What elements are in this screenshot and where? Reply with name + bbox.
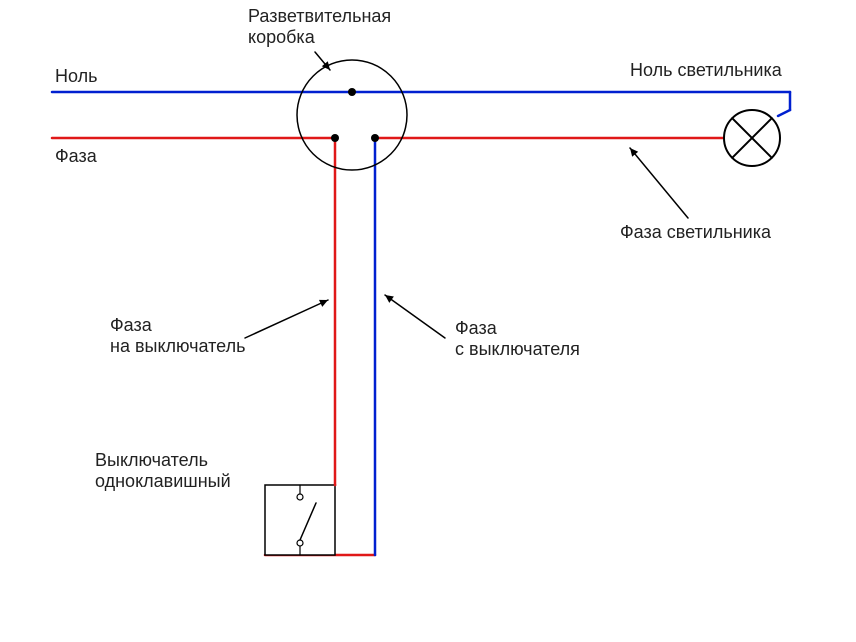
label-phase: Фаза bbox=[55, 146, 97, 167]
arrow-phase-to-switch bbox=[245, 300, 328, 338]
label-neutral: Ноль bbox=[55, 66, 98, 87]
switch-icon bbox=[265, 485, 335, 555]
label-phase-to-switch: Фазана выключатель bbox=[110, 315, 245, 357]
label-phase-lamp: Фаза светильника bbox=[620, 222, 771, 243]
arrow-phase-lamp bbox=[630, 148, 688, 218]
label-neutral-lamp: Ноль светильника bbox=[630, 60, 782, 81]
label-switch: Выключательодноклавишный bbox=[95, 450, 231, 492]
label-phase-from-switch: Фазас выключателя bbox=[455, 318, 580, 360]
arrow-phase-from-switch-head bbox=[385, 295, 394, 303]
junction-box bbox=[297, 60, 407, 170]
arrow-phase-from-switch bbox=[385, 295, 445, 338]
junction-dot bbox=[331, 134, 339, 142]
junction-dot bbox=[348, 88, 356, 96]
junction-dot bbox=[371, 134, 379, 142]
neutral-into-lamp bbox=[778, 110, 790, 116]
label-junction-box: Разветвительнаякоробка bbox=[248, 6, 391, 48]
